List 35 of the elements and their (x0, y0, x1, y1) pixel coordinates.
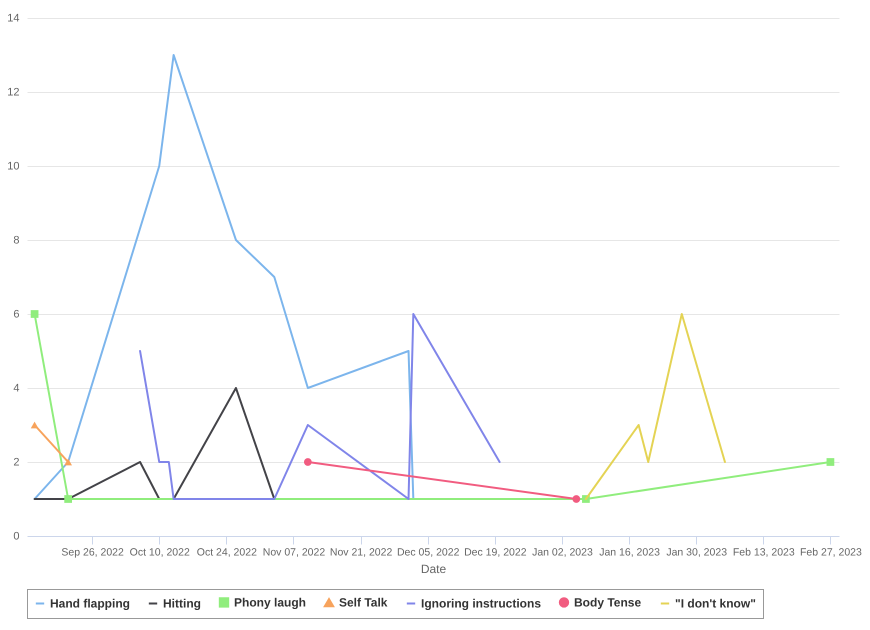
x-tick-label: Oct 10, 2022 (130, 546, 190, 558)
x-tick-label: Oct 24, 2022 (196, 546, 258, 558)
legend-label: Ignoring instructions (421, 596, 542, 610)
y-tick-label: 14 (7, 12, 20, 24)
legend-label: Phony laugh (234, 595, 306, 610)
x-tick-label: Feb 27, 2023 (800, 546, 862, 558)
line-series (139, 313, 501, 500)
y-tick-label: 2 (13, 456, 20, 468)
point (572, 495, 580, 503)
y-tick-label: 12 (7, 86, 20, 98)
x-tick-label: Nov 07, 2022 (262, 546, 326, 558)
x-tick-label: Sep 26, 2022 (61, 546, 124, 558)
x-tick-label: Jan 30, 2023 (666, 546, 728, 558)
y-tick-label: 6 (13, 308, 20, 320)
x-tick-label: Jan 16, 2023 (599, 546, 660, 558)
legend-label: Body Tense (574, 595, 642, 610)
x-tick-label: Feb 13, 2023 (732, 546, 795, 558)
line-series (34, 54, 414, 500)
point (304, 458, 312, 466)
y-tick-label: 10 (7, 160, 20, 172)
x-tick-label: Dec 05, 2022 (396, 546, 460, 558)
legend-label: "I don't know" (675, 596, 756, 610)
point (30, 310, 38, 318)
x-tick-label: Nov 21, 2022 (330, 546, 392, 558)
y-tick-label: 8 (13, 234, 20, 246)
x-tick-label: Dec 19, 2022 (464, 546, 527, 558)
point (64, 495, 72, 503)
legend-label: Hand flapping (50, 596, 130, 610)
y-tick-label: 4 (13, 382, 20, 394)
x-tick-label: Jan 02, 2023 (532, 546, 593, 558)
legend-label: Self Talk (339, 596, 388, 610)
y-tick-label: 0 (13, 530, 20, 542)
point (826, 458, 834, 466)
x-axis-title: Date (420, 562, 446, 576)
legend-label: Hitting (163, 596, 201, 610)
